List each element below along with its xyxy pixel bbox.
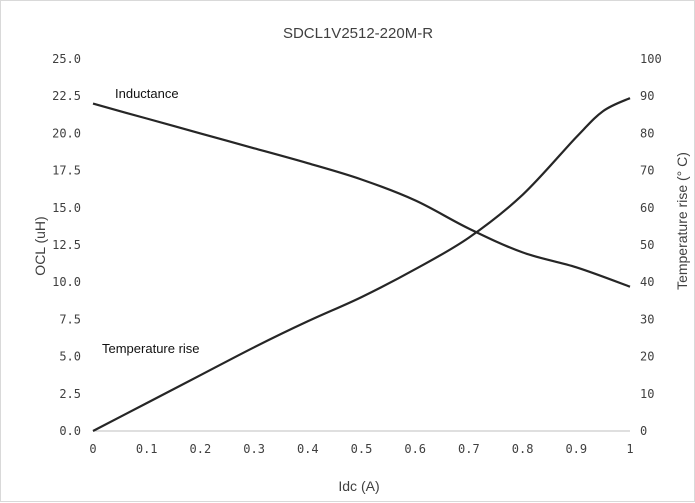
x-tick-label: 1 [626,442,633,456]
y-left-tick-label: 10.0 [52,275,81,289]
inductance-label: Inductance [115,86,179,101]
y-right-tick-label: 70 [640,164,654,178]
x-tick-label: 0.5 [351,442,373,456]
y-right-tick-label: 60 [640,201,654,215]
y-left-tick-label: 20.0 [52,126,81,140]
x-tick-label: 0.3 [243,442,265,456]
temperature-rise-line [92,97,631,432]
series-lines [92,97,631,432]
y-left-tick-label: 5.0 [59,350,81,364]
y-left-tick-label: 7.5 [59,312,81,326]
y-right-tick-label: 10 [640,387,654,401]
y-right-tick-label: 20 [640,350,654,364]
y-left-tick-label: 22.5 [52,89,81,103]
y-right-tick-label: 0 [640,424,647,438]
y-right-tick-label: 100 [640,52,662,66]
chart-title: SDCL1V2512-220M-R [283,25,433,42]
y-left-tick-label: 0.0 [59,424,81,438]
x-tick-label: 0.1 [136,442,158,456]
y-left-tick-label: 12.5 [52,238,81,252]
inductance-line [92,102,631,288]
temperature-rise-label: Temperature rise [102,341,200,356]
y-left-tick-label: 15.0 [52,201,81,215]
y-right-tick-label: 50 [640,238,654,252]
y-right-tick-label: 40 [640,275,654,289]
y-left-tick-label: 2.5 [59,387,81,401]
tick-labels: 0 0.1 0.2 0.3 0.4 0.5 0.6 0.7 0.8 0.9 10.02.55.07.… [52,52,662,456]
y-left-tick-label: 25.0 [52,52,81,66]
x-tick-label: 0.6 [404,442,426,456]
x-tick-label: 0.8 [512,442,534,456]
y-left-tick-label: 17.5 [52,164,81,178]
x-axis-label: Idc (A) [338,478,379,494]
x-tick-label: 0.2 [190,442,212,456]
x-tick-label: 0.4 [297,442,319,456]
y-axis-left-label: OCL (uH) [32,216,48,275]
y-right-tick-label: 90 [640,89,654,103]
x-tick-label: 0.7 [458,442,480,456]
series-annotations: Inductance Temperature rise [102,86,200,356]
x-tick-label: 0 [89,442,96,456]
x-tick-label: 0.9 [565,442,587,456]
y-right-tick-label: 80 [640,126,654,140]
y-right-tick-label: 30 [640,312,654,326]
y-axis-right-label: Temperature rise (° C) [674,152,690,290]
